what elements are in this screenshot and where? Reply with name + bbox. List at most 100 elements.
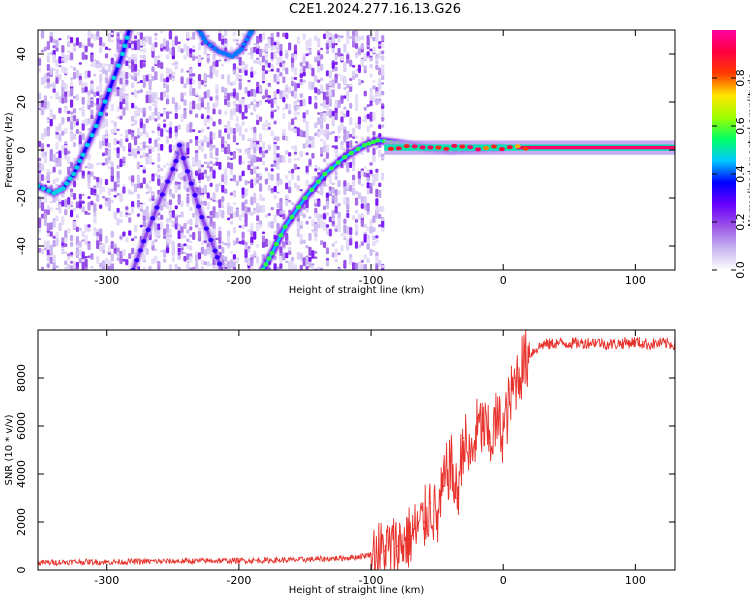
heatmap-noise-cell — [139, 132, 143, 136]
heatmap-noise-cell — [195, 251, 199, 256]
heatmap-noise-cell — [183, 55, 187, 60]
heatmap-noise-cell — [139, 59, 143, 69]
heatmap-noise-cell — [131, 206, 135, 214]
heatmap-noise-cell — [99, 262, 103, 268]
heatmap-noise-cell — [337, 99, 341, 108]
heatmap-noise-cell — [160, 143, 164, 151]
heatmap-noise-cell — [78, 240, 82, 248]
heatmap-noise-cell — [128, 176, 132, 181]
heatmap-noise-cell — [192, 129, 196, 133]
heatmap-noise-cell — [334, 33, 338, 39]
heatmap-noise-cell — [363, 207, 367, 211]
heatmap-noise-cell — [276, 105, 280, 111]
heatmap-noise-cell — [136, 128, 141, 136]
heatmap-noise-cell — [192, 45, 196, 49]
heatmap-noise-cell — [133, 235, 138, 239]
heatmap-noise-cell — [256, 215, 260, 222]
heatmap-noise-cell — [232, 240, 237, 246]
heatmap-noise-cell — [165, 241, 170, 245]
heatmap-noise-cell — [375, 168, 379, 173]
snr-y-tick-label: 0 — [15, 567, 28, 574]
heatmap-noise-cell — [131, 175, 135, 183]
heatmap-noise-cell — [165, 54, 170, 60]
heatmap-noise-cell — [151, 111, 155, 120]
heatmap-noise-cell — [49, 52, 53, 55]
heatmap-noise-cell — [221, 196, 225, 202]
heatmap-noise-cell — [305, 45, 309, 51]
heatmap-noise-cell — [314, 213, 318, 219]
heatmap-noise-cell — [104, 77, 109, 84]
heatmap-noise-cell — [131, 61, 135, 65]
heatmap-noise-cell — [58, 107, 62, 114]
heatmap-noise-cell — [226, 92, 231, 101]
heatmap-noise-cell — [49, 118, 53, 127]
heatmap-noise-cell — [372, 241, 376, 247]
heatmap-noise-cell — [267, 70, 271, 73]
heatmap-noise-cell — [55, 39, 59, 48]
heatmap-noise-cell — [206, 175, 210, 182]
heatmap-noise-cell — [279, 201, 283, 210]
heatmap-noise-cell — [40, 133, 45, 140]
heatmap-noise-cell — [346, 212, 350, 219]
heatmap-ridge-bead — [176, 143, 183, 148]
heatmap-noise-cell — [360, 241, 364, 246]
heatmap-noise-cell — [81, 105, 85, 109]
heatmap-noise-cell — [279, 255, 283, 264]
heatmap-noise-cell — [314, 132, 318, 137]
heatmap-noise-cell — [212, 108, 216, 115]
heatmap-noise-cell — [250, 223, 254, 232]
heatmap-noise-cell — [206, 142, 210, 148]
heatmap-noise-cell — [331, 145, 335, 148]
heatmap-noise-cell — [160, 30, 164, 34]
heatmap-noise-cell — [165, 74, 170, 78]
heatmap-noise-cell — [282, 135, 286, 141]
heatmap-noise-cell — [189, 90, 193, 96]
heatmap-noise-cell — [290, 256, 295, 262]
heatmap-ridge-bead — [238, 47, 245, 52]
heatmap-noise-cell — [186, 220, 190, 225]
snr-data-point — [409, 535, 412, 538]
heatmap-noise-cell — [55, 68, 59, 77]
heatmap-noise-cell — [334, 61, 338, 65]
heatmap-noise-cell — [183, 107, 187, 112]
heatmap-noise-cell — [131, 53, 135, 60]
heatmap-noise-cell — [375, 213, 379, 219]
heatmap-noise-cell — [270, 52, 274, 60]
heatmap-noise-cell — [72, 221, 77, 229]
heatmap-noise-cell — [177, 46, 181, 53]
heatmap-noise-cell — [195, 56, 199, 59]
heatmap-noise-cell — [131, 64, 135, 73]
heatmap-noise-cell — [58, 204, 62, 214]
heatmap-noise-cell — [258, 172, 263, 177]
heatmap-noise-cell — [253, 177, 257, 186]
heatmap-noise-cell — [381, 43, 385, 48]
heatmap-noise-cell — [119, 158, 123, 168]
heatmap-noise-cell — [128, 253, 132, 259]
heatmap-noise-cell — [200, 57, 205, 60]
heatmap-noise-cell — [372, 177, 376, 186]
heatmap-noise-cell — [226, 261, 231, 270]
heatmap-noise-cell — [328, 108, 332, 117]
heatmap-noise-cell — [165, 162, 170, 166]
heatmap-noise-cell — [183, 251, 187, 255]
heatmap-noise-cell — [64, 230, 68, 239]
heatmap-noise-cell — [258, 85, 263, 93]
heatmap-noise-cell — [241, 241, 245, 245]
heatmap-noise-cell — [247, 52, 251, 55]
heatmap-noise-cell — [192, 73, 196, 77]
heatmap-noise-cell — [75, 213, 79, 219]
heatmap-noise-cell — [279, 72, 283, 77]
heatmap-noise-cell — [151, 162, 155, 165]
heatmap-noise-cell — [308, 216, 312, 219]
heatmap-noise-cell — [52, 240, 56, 248]
heatmap-noise-cell — [273, 139, 277, 143]
heatmap-noise-cell — [320, 54, 324, 60]
heatmap-noise-cell — [107, 166, 111, 170]
heatmap-noise-cell — [247, 245, 251, 249]
snr-data-point — [568, 342, 571, 345]
snr-x-tick-label: -300 — [94, 574, 119, 587]
heatmap-noise-cell — [346, 30, 350, 37]
heatmap-noise-cell — [139, 108, 143, 114]
heatmap-noise-cell — [229, 205, 234, 214]
snr-series-line — [38, 330, 675, 570]
